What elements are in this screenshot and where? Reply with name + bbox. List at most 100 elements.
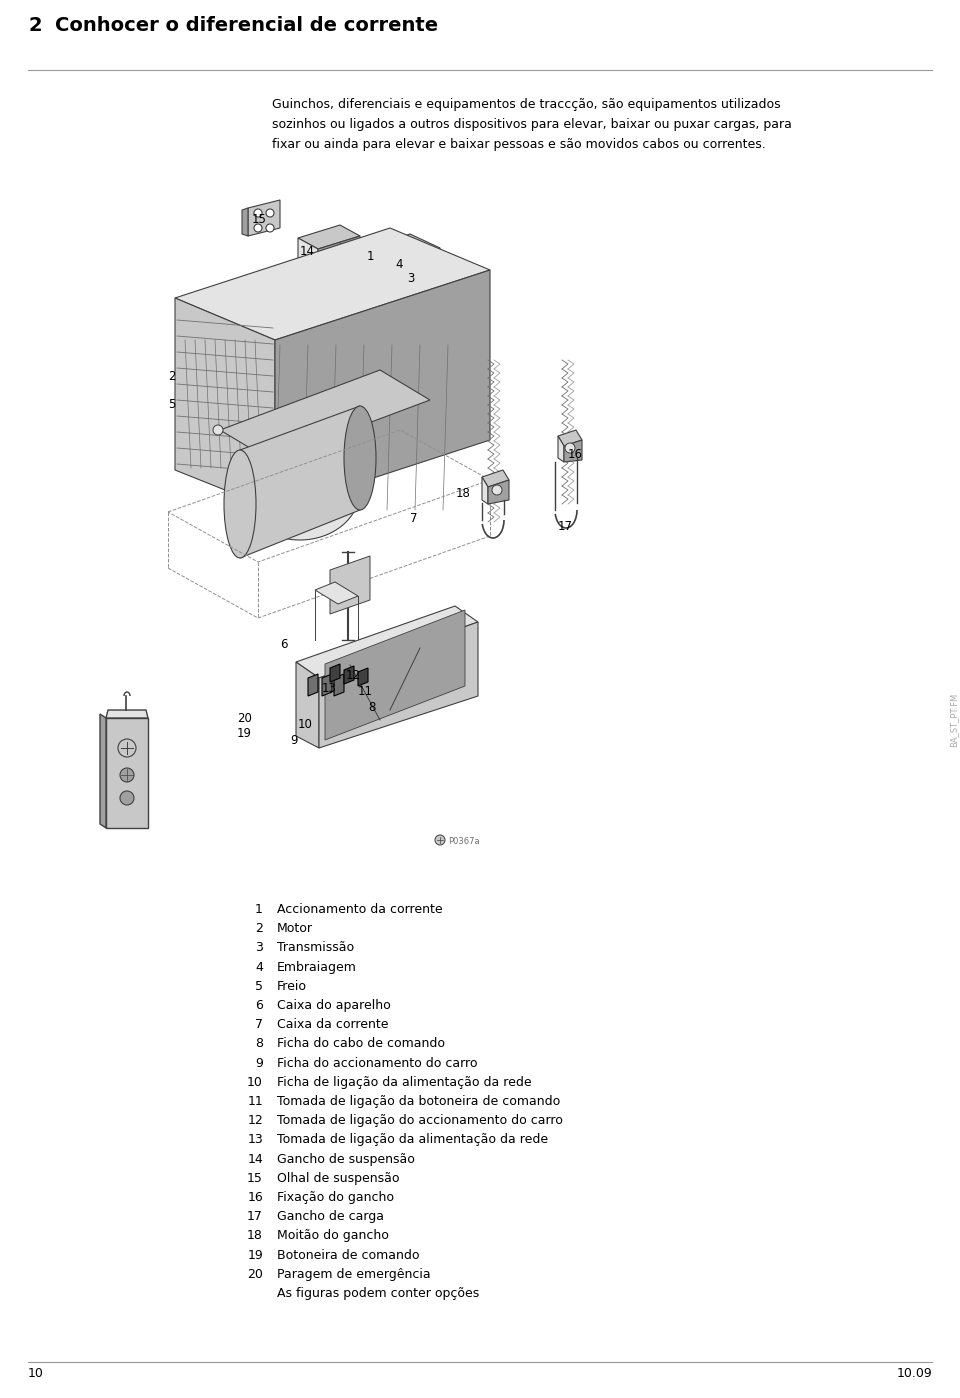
Text: 15: 15 bbox=[252, 212, 267, 226]
Text: 4: 4 bbox=[255, 960, 263, 973]
Text: Fixação do gancho: Fixação do gancho bbox=[277, 1191, 394, 1204]
Text: 2: 2 bbox=[255, 923, 263, 935]
Circle shape bbox=[120, 791, 134, 805]
Text: 2: 2 bbox=[28, 15, 41, 35]
Polygon shape bbox=[296, 663, 319, 748]
Polygon shape bbox=[358, 668, 368, 686]
Polygon shape bbox=[175, 298, 275, 510]
Text: Tomada de ligação da alimentação da rede: Tomada de ligação da alimentação da rede bbox=[277, 1134, 548, 1146]
Text: Accionamento da corrente: Accionamento da corrente bbox=[277, 903, 443, 916]
Text: 20: 20 bbox=[247, 1268, 263, 1281]
Text: 9: 9 bbox=[255, 1057, 263, 1069]
Circle shape bbox=[565, 443, 575, 453]
Text: Guinchos, diferenciais e equipamentos de traccção, são equipamentos utilizados: Guinchos, diferenciais e equipamentos de… bbox=[272, 98, 780, 110]
Polygon shape bbox=[175, 228, 490, 340]
Text: Embraiagem: Embraiagem bbox=[277, 960, 357, 973]
Text: 14: 14 bbox=[248, 1152, 263, 1166]
Polygon shape bbox=[298, 238, 318, 280]
Text: Olhal de suspensão: Olhal de suspensão bbox=[277, 1172, 399, 1184]
Polygon shape bbox=[106, 710, 148, 719]
Circle shape bbox=[118, 740, 136, 756]
Text: Paragem de emergência: Paragem de emergência bbox=[277, 1268, 431, 1281]
Text: Gancho de carga: Gancho de carga bbox=[277, 1211, 384, 1223]
Circle shape bbox=[254, 208, 262, 217]
Polygon shape bbox=[327, 292, 360, 340]
Text: Ficha do cabo de comando: Ficha do cabo de comando bbox=[277, 1037, 445, 1050]
Polygon shape bbox=[315, 285, 360, 302]
Polygon shape bbox=[319, 622, 478, 748]
Text: 19: 19 bbox=[237, 727, 252, 740]
Polygon shape bbox=[248, 200, 280, 236]
Text: Conhocer o diferencial de corrente: Conhocer o diferencial de corrente bbox=[55, 15, 438, 35]
Polygon shape bbox=[416, 252, 422, 303]
Text: 11: 11 bbox=[358, 685, 373, 698]
Text: 7: 7 bbox=[410, 512, 418, 526]
Text: 18: 18 bbox=[456, 487, 470, 500]
Text: 2: 2 bbox=[168, 370, 176, 383]
Text: Freio: Freio bbox=[277, 980, 307, 993]
Text: Gancho de suspensão: Gancho de suspensão bbox=[277, 1152, 415, 1166]
Text: 1: 1 bbox=[255, 903, 263, 916]
Text: 16: 16 bbox=[568, 447, 583, 461]
Text: Motor: Motor bbox=[277, 923, 313, 935]
Text: 10: 10 bbox=[247, 1076, 263, 1089]
Text: 5: 5 bbox=[255, 980, 263, 993]
Circle shape bbox=[120, 768, 134, 781]
Polygon shape bbox=[482, 470, 509, 487]
Text: 17: 17 bbox=[558, 520, 573, 533]
Text: P0367a: P0367a bbox=[448, 837, 480, 846]
Polygon shape bbox=[325, 610, 465, 740]
Text: 13: 13 bbox=[248, 1134, 263, 1146]
Polygon shape bbox=[240, 405, 360, 558]
Text: 8: 8 bbox=[255, 1037, 263, 1050]
Text: As figuras podem conter opções: As figuras podem conter opções bbox=[277, 1288, 479, 1300]
Text: 9: 9 bbox=[290, 734, 298, 747]
Polygon shape bbox=[409, 247, 415, 301]
Text: Botoneira de comando: Botoneira de comando bbox=[277, 1248, 420, 1261]
Text: Ficha de ligação da alimentação da rede: Ficha de ligação da alimentação da rede bbox=[277, 1076, 532, 1089]
Polygon shape bbox=[558, 431, 582, 446]
Polygon shape bbox=[275, 270, 490, 510]
Polygon shape bbox=[400, 247, 440, 308]
Text: 8: 8 bbox=[368, 700, 375, 714]
Ellipse shape bbox=[344, 405, 376, 510]
Ellipse shape bbox=[224, 450, 256, 558]
Text: 4: 4 bbox=[395, 259, 402, 271]
Text: 19: 19 bbox=[248, 1248, 263, 1261]
Polygon shape bbox=[370, 247, 400, 308]
Text: 3: 3 bbox=[407, 273, 415, 285]
Text: 6: 6 bbox=[255, 1000, 263, 1012]
Text: 12: 12 bbox=[248, 1114, 263, 1127]
Text: Moitão do gancho: Moitão do gancho bbox=[277, 1229, 389, 1243]
Text: 17: 17 bbox=[247, 1211, 263, 1223]
Polygon shape bbox=[370, 233, 440, 261]
Polygon shape bbox=[334, 674, 344, 696]
Polygon shape bbox=[220, 370, 430, 460]
Text: sozinhos ou ligados a outros dispositivos para elevar, baixar ou puxar cargas, p: sozinhos ou ligados a outros dispositivo… bbox=[272, 117, 792, 131]
Text: Ficha do accionamento do carro: Ficha do accionamento do carro bbox=[277, 1057, 477, 1069]
Text: 1: 1 bbox=[367, 250, 374, 263]
Polygon shape bbox=[402, 245, 408, 298]
Text: Caixa do aparelho: Caixa do aparelho bbox=[277, 1000, 391, 1012]
Polygon shape bbox=[564, 440, 582, 461]
Text: 10: 10 bbox=[298, 719, 313, 731]
Polygon shape bbox=[330, 664, 340, 682]
Text: 5: 5 bbox=[168, 398, 176, 411]
Text: Caixa da corrente: Caixa da corrente bbox=[277, 1018, 389, 1032]
Text: fixar ou ainda para elevar e baixar pessoas e são movidos cabos ou correntes.: fixar ou ainda para elevar e baixar pess… bbox=[272, 138, 766, 151]
Polygon shape bbox=[423, 254, 429, 308]
Text: 6: 6 bbox=[280, 637, 287, 651]
Polygon shape bbox=[315, 582, 358, 604]
Text: 13: 13 bbox=[322, 682, 337, 695]
Polygon shape bbox=[315, 295, 327, 340]
Polygon shape bbox=[318, 236, 360, 280]
Ellipse shape bbox=[240, 440, 360, 540]
Polygon shape bbox=[308, 674, 318, 696]
Text: Tomada de ligação do accionamento do carro: Tomada de ligação do accionamento do car… bbox=[277, 1114, 563, 1127]
Circle shape bbox=[254, 224, 262, 232]
Circle shape bbox=[492, 485, 502, 495]
Polygon shape bbox=[322, 674, 332, 696]
Text: 18: 18 bbox=[247, 1229, 263, 1243]
Text: 10.09: 10.09 bbox=[897, 1367, 932, 1380]
Polygon shape bbox=[330, 556, 370, 614]
